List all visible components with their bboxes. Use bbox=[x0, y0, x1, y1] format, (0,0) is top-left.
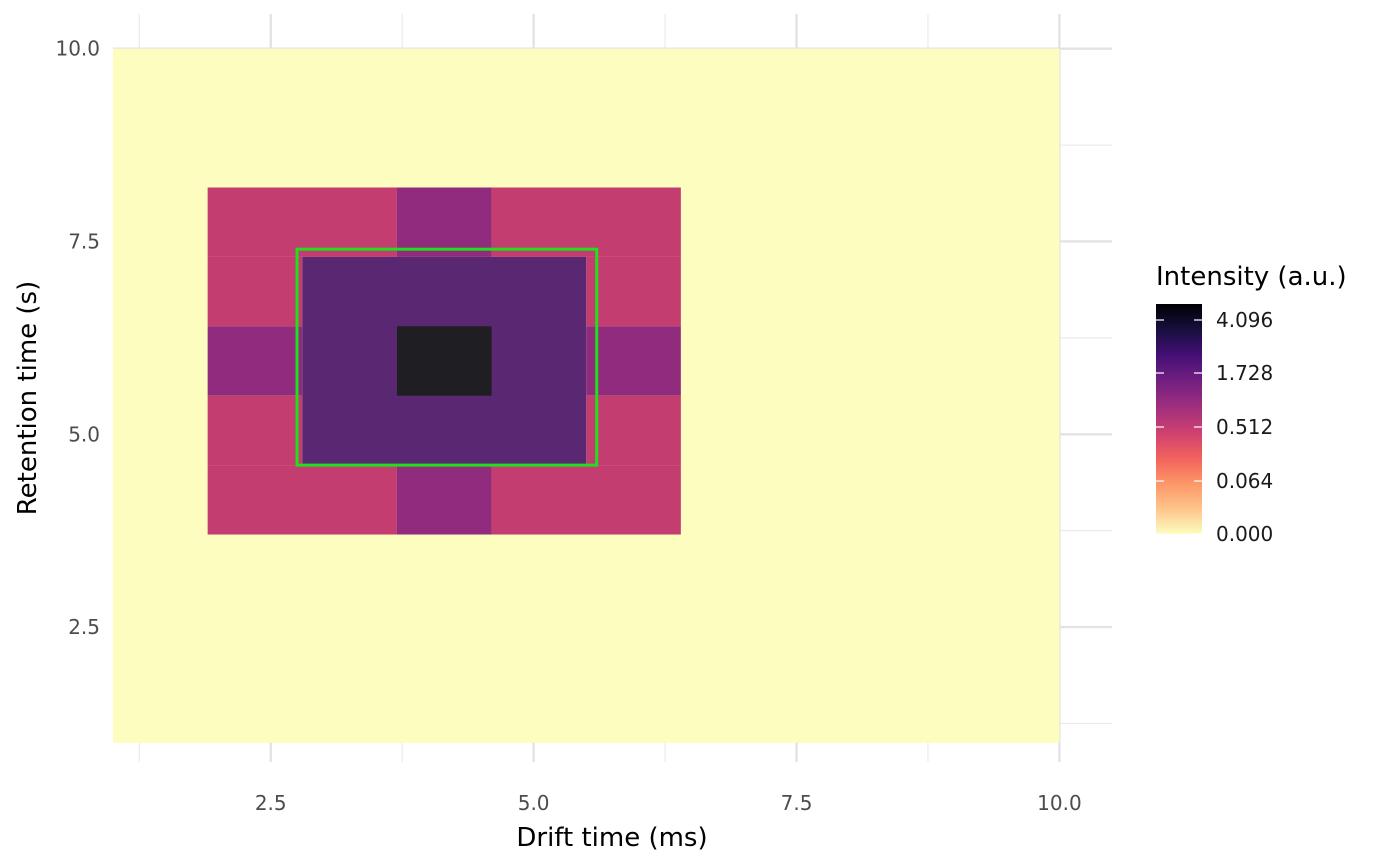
legend-labels: 4.096 1.728 0.512 0.064 0.000 bbox=[1156, 308, 1273, 546]
heatmap-cell bbox=[491, 187, 681, 257]
legend-label: 1.728 bbox=[1216, 361, 1273, 385]
y-axis-ticks: 2.5 5.0 7.5 10.0 bbox=[55, 37, 100, 639]
y-axis-title: Retention time (s) bbox=[13, 281, 43, 515]
heatmap-cell bbox=[396, 326, 492, 396]
heatmap-cell bbox=[207, 187, 397, 257]
heatmap-cells bbox=[207, 187, 681, 535]
legend-title: Intensity (a.u.) bbox=[1156, 262, 1347, 292]
legend-label: 0.064 bbox=[1216, 469, 1273, 493]
heatmap-cell bbox=[586, 395, 681, 466]
highlight-box bbox=[295, 247, 599, 467]
legend-label: 0.000 bbox=[1216, 522, 1273, 546]
legend-color-bar bbox=[1156, 304, 1202, 534]
legend-label: 4.096 bbox=[1216, 308, 1273, 332]
y-tick-label: 10.0 bbox=[55, 37, 100, 61]
heatmap-cell bbox=[586, 326, 681, 396]
heatmap-cell bbox=[491, 465, 681, 535]
y-tick-label: 2.5 bbox=[68, 615, 100, 639]
heatmap-cell bbox=[396, 465, 492, 535]
color-legend: Intensity (a.u.) 4.096 1.728 0.512 0.064 0.0… bbox=[1156, 262, 1347, 546]
heatmap-cell bbox=[207, 326, 303, 396]
x-tick-label: 5.0 bbox=[518, 791, 550, 815]
x-tick-label: 2.5 bbox=[255, 791, 287, 815]
x-tick-label: 10.0 bbox=[1037, 791, 1082, 815]
y-tick-label: 7.5 bbox=[68, 229, 100, 253]
legend-label: 0.512 bbox=[1216, 415, 1273, 439]
x-axis-title: Drift time (ms) bbox=[516, 823, 707, 853]
heatmap-cell bbox=[396, 187, 492, 257]
x-axis-ticks: 2.5 5.0 7.5 10.0 bbox=[255, 791, 1082, 815]
heatmap-cell bbox=[207, 256, 303, 327]
x-tick-label: 7.5 bbox=[781, 791, 813, 815]
heatmap-cell bbox=[207, 465, 397, 535]
heatmap-cell bbox=[586, 256, 681, 327]
y-tick-label: 5.0 bbox=[68, 422, 100, 446]
heatmap-cell bbox=[207, 395, 303, 466]
